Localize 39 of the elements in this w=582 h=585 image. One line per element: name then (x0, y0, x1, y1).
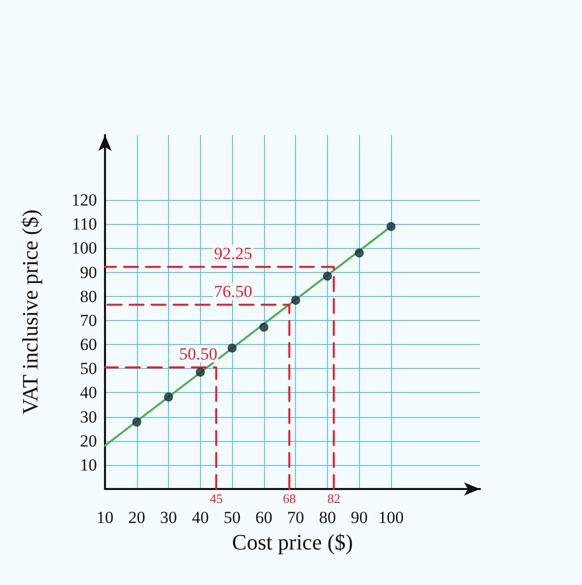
point (259, 322, 268, 332)
point (386, 222, 396, 232)
y-tick-label: 30 (80, 407, 97, 426)
annotation: 76.50 (214, 282, 252, 301)
y-tick-label: 70 (80, 310, 97, 330)
point (196, 368, 205, 377)
x-tick-label: 10 (96, 508, 114, 527)
y-tick-label: 40 (80, 383, 97, 402)
x-tick-label: 90 (350, 508, 368, 527)
point (354, 248, 364, 258)
y-tick-label: 60 (80, 335, 97, 354)
annotation: 82 (327, 491, 340, 506)
point (322, 272, 332, 281)
x-tick-label: 100 (378, 508, 404, 527)
annotation: 45 (210, 491, 223, 506)
y-tick-label: 80 (80, 286, 97, 306)
y-axis-title: VAT inclusive price ($) (18, 209, 42, 415)
y-tick-label: 100 (72, 238, 97, 258)
x-tick-label: 40 (192, 508, 209, 527)
point (164, 392, 174, 402)
y-tick-label: 90 (80, 262, 97, 282)
y-tick-label: 110 (72, 214, 97, 234)
x-tick-label: 80 (318, 508, 336, 527)
y-tick-label: 20 (80, 431, 97, 450)
point (132, 418, 142, 427)
point (228, 344, 237, 353)
annotation: 50.50 (179, 344, 218, 364)
y-tick-label: 50 (80, 359, 97, 378)
point (291, 296, 300, 305)
y-tick-label: 120 (72, 190, 97, 210)
x-tick-label: 60 (255, 508, 272, 527)
x-axis-title: Cost price ($) (232, 529, 353, 554)
annotation: 68 (282, 491, 296, 506)
x-tick-label: 20 (128, 508, 146, 527)
x-tick-label: 30 (160, 508, 178, 527)
y-tick-label: 10 (80, 455, 97, 474)
annotation: 92.25 (214, 244, 252, 263)
x-tick-label: 50 (224, 508, 241, 527)
x-tick-label: 70 (287, 508, 304, 527)
